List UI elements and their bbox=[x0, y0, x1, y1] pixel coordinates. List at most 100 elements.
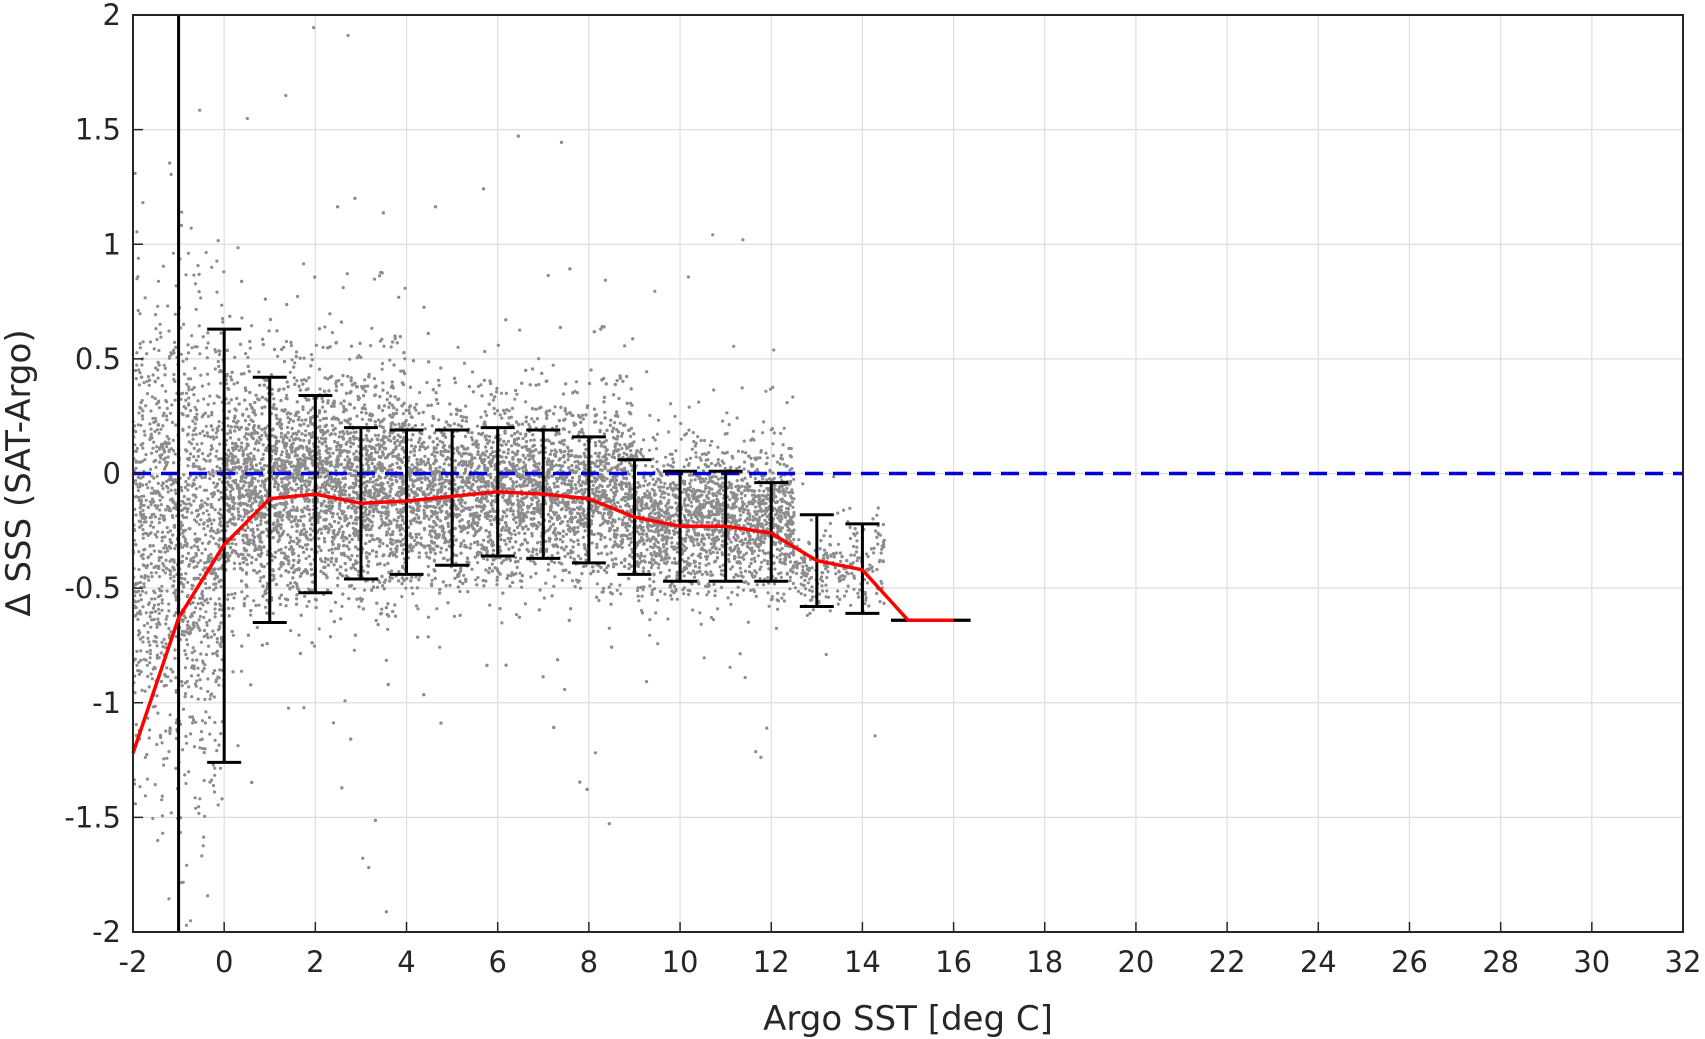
scatter-point bbox=[391, 610, 394, 613]
scatter-point bbox=[350, 465, 353, 468]
scatter-point bbox=[300, 529, 303, 532]
scatter-point bbox=[344, 562, 347, 565]
scatter-point bbox=[196, 545, 199, 548]
scatter-point bbox=[180, 486, 183, 489]
scatter-point bbox=[346, 451, 349, 454]
scatter-point bbox=[145, 611, 148, 614]
scatter-point bbox=[326, 401, 329, 404]
scatter-point bbox=[375, 555, 378, 558]
scatter-point bbox=[156, 654, 159, 657]
scatter-point bbox=[205, 251, 208, 254]
scatter-point bbox=[180, 546, 183, 549]
scatter-point bbox=[385, 606, 388, 609]
scatter-point bbox=[225, 464, 228, 467]
scatter-point bbox=[395, 508, 398, 511]
scatter-point bbox=[240, 670, 243, 673]
scatter-point bbox=[327, 491, 330, 494]
scatter-point bbox=[401, 519, 404, 522]
scatter-point bbox=[205, 653, 208, 656]
scatter-point bbox=[143, 515, 146, 518]
scatter-point bbox=[183, 495, 186, 498]
scatter-point bbox=[194, 422, 197, 425]
scatter-point bbox=[361, 857, 364, 860]
scatter-point bbox=[161, 598, 164, 601]
scatter-point bbox=[154, 515, 157, 518]
scatter-point bbox=[219, 732, 222, 735]
scatter-point bbox=[202, 836, 205, 839]
scatter-point bbox=[367, 494, 370, 497]
scatter-point bbox=[334, 469, 337, 472]
scatter-point bbox=[218, 443, 221, 446]
scatter-point bbox=[237, 510, 240, 513]
scatter-point bbox=[184, 666, 187, 669]
scatter-point bbox=[230, 485, 233, 488]
scatter-point bbox=[184, 692, 187, 695]
scatter-point bbox=[355, 415, 358, 418]
scatter-point bbox=[139, 424, 142, 427]
scatter-point bbox=[331, 515, 334, 518]
scatter-point bbox=[308, 483, 311, 486]
scatter-point bbox=[214, 508, 217, 511]
scatter-point bbox=[220, 797, 223, 800]
scatter-point bbox=[142, 340, 145, 343]
scatter-point bbox=[348, 486, 351, 489]
scatter-point bbox=[155, 402, 158, 405]
scatter-point bbox=[231, 670, 234, 673]
scatter-point bbox=[396, 523, 399, 526]
scatter-point bbox=[382, 431, 385, 434]
scatter-point bbox=[214, 612, 217, 615]
scatter-point bbox=[335, 385, 338, 388]
scatter-point bbox=[168, 442, 171, 445]
scatter-point bbox=[154, 635, 157, 638]
scatter-point bbox=[154, 397, 157, 400]
scatter-point bbox=[372, 515, 375, 518]
scatter-point bbox=[202, 335, 205, 338]
scatter-point bbox=[222, 270, 225, 273]
scatter-point bbox=[245, 408, 248, 411]
scatter-point bbox=[158, 559, 161, 562]
scatter-point bbox=[378, 274, 381, 277]
scatter-point bbox=[171, 670, 174, 673]
scatter-point bbox=[217, 511, 220, 514]
scatter-point bbox=[195, 308, 198, 311]
scatter-point bbox=[145, 753, 148, 756]
scatter-point bbox=[381, 409, 384, 412]
scatter-point bbox=[200, 499, 203, 502]
scatter-point bbox=[174, 676, 177, 679]
scatter-point bbox=[261, 595, 264, 598]
scatter-point bbox=[228, 507, 231, 510]
scatter-point bbox=[183, 544, 186, 547]
scatter-point bbox=[357, 605, 360, 608]
scatter-point bbox=[301, 383, 304, 386]
scatter-point bbox=[321, 464, 324, 467]
scatter-point bbox=[180, 489, 183, 492]
scatter-point bbox=[158, 550, 161, 553]
scatter-point bbox=[170, 541, 173, 544]
scatter-point bbox=[390, 415, 393, 418]
scatter-point bbox=[191, 420, 194, 423]
scatter-point bbox=[404, 287, 407, 290]
scatter-point bbox=[154, 705, 157, 708]
scatter-point bbox=[186, 488, 189, 491]
scatter-point bbox=[256, 524, 259, 527]
scatter-point bbox=[284, 506, 287, 509]
scatter-point bbox=[136, 275, 139, 278]
scatter-point bbox=[141, 447, 144, 450]
scatter-point bbox=[193, 745, 196, 748]
scatter-point bbox=[340, 463, 343, 466]
scatter-point bbox=[291, 566, 294, 569]
scatter-point bbox=[245, 583, 248, 586]
scatter-point bbox=[393, 363, 396, 366]
scatter-point bbox=[217, 349, 220, 352]
scatter-point bbox=[250, 521, 253, 524]
scatter-point bbox=[257, 370, 260, 373]
scatter-point bbox=[337, 379, 340, 382]
scatter-point bbox=[264, 449, 267, 452]
scatter-point bbox=[367, 467, 370, 470]
scatter-point bbox=[265, 599, 268, 602]
scatter-point bbox=[309, 563, 312, 566]
scatter-point bbox=[184, 681, 187, 684]
scatter-point bbox=[292, 420, 295, 423]
scatter-point bbox=[401, 515, 404, 518]
scatter-point bbox=[160, 589, 163, 592]
